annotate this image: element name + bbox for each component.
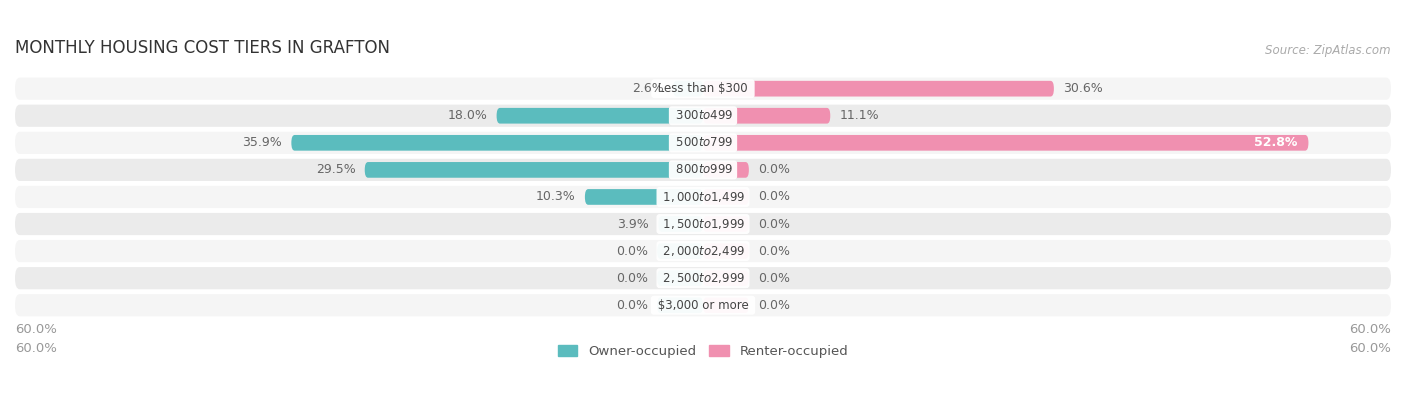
FancyBboxPatch shape xyxy=(703,189,749,205)
Text: 11.1%: 11.1% xyxy=(839,109,879,122)
Text: 60.0%: 60.0% xyxy=(1350,323,1391,336)
FancyBboxPatch shape xyxy=(364,162,703,178)
Text: 0.0%: 0.0% xyxy=(758,190,790,203)
Legend: Owner-occupied, Renter-occupied: Owner-occupied, Renter-occupied xyxy=(553,339,853,364)
FancyBboxPatch shape xyxy=(15,132,1391,154)
Text: 3.9%: 3.9% xyxy=(617,217,650,230)
FancyBboxPatch shape xyxy=(703,162,749,178)
Text: 60.0%: 60.0% xyxy=(15,342,56,355)
Text: 10.3%: 10.3% xyxy=(536,190,575,203)
FancyBboxPatch shape xyxy=(15,159,1391,181)
FancyBboxPatch shape xyxy=(15,105,1391,127)
FancyBboxPatch shape xyxy=(15,267,1391,289)
Text: 0.0%: 0.0% xyxy=(758,299,790,312)
Text: $2,000 to $2,499: $2,000 to $2,499 xyxy=(659,244,747,258)
Text: $1,000 to $1,499: $1,000 to $1,499 xyxy=(659,190,747,204)
Text: $1,500 to $1,999: $1,500 to $1,999 xyxy=(659,217,747,231)
Text: 0.0%: 0.0% xyxy=(616,244,648,258)
Text: 2.6%: 2.6% xyxy=(633,82,664,95)
Text: $800 to $999: $800 to $999 xyxy=(672,164,734,176)
Text: 0.0%: 0.0% xyxy=(616,299,648,312)
Text: MONTHLY HOUSING COST TIERS IN GRAFTON: MONTHLY HOUSING COST TIERS IN GRAFTON xyxy=(15,39,389,57)
FancyBboxPatch shape xyxy=(657,298,703,313)
Text: 0.0%: 0.0% xyxy=(758,164,790,176)
FancyBboxPatch shape xyxy=(657,270,703,286)
FancyBboxPatch shape xyxy=(15,78,1391,100)
FancyBboxPatch shape xyxy=(703,135,1309,151)
Text: 18.0%: 18.0% xyxy=(447,109,488,122)
FancyBboxPatch shape xyxy=(703,108,831,124)
FancyBboxPatch shape xyxy=(703,298,749,313)
Text: $500 to $799: $500 to $799 xyxy=(672,136,734,149)
FancyBboxPatch shape xyxy=(15,186,1391,208)
FancyBboxPatch shape xyxy=(15,294,1391,316)
Text: $2,500 to $2,999: $2,500 to $2,999 xyxy=(659,271,747,285)
Text: $3,000 or more: $3,000 or more xyxy=(654,299,752,312)
Text: 52.8%: 52.8% xyxy=(1254,136,1296,149)
Text: 0.0%: 0.0% xyxy=(616,272,648,285)
FancyBboxPatch shape xyxy=(703,216,749,232)
FancyBboxPatch shape xyxy=(658,216,703,232)
Text: 0.0%: 0.0% xyxy=(758,244,790,258)
Text: 30.6%: 30.6% xyxy=(1063,82,1102,95)
FancyBboxPatch shape xyxy=(703,81,1054,97)
Text: 29.5%: 29.5% xyxy=(316,164,356,176)
FancyBboxPatch shape xyxy=(291,135,703,151)
FancyBboxPatch shape xyxy=(496,108,703,124)
FancyBboxPatch shape xyxy=(703,270,749,286)
Text: 0.0%: 0.0% xyxy=(758,217,790,230)
FancyBboxPatch shape xyxy=(657,243,703,259)
FancyBboxPatch shape xyxy=(15,240,1391,262)
FancyBboxPatch shape xyxy=(703,243,749,259)
FancyBboxPatch shape xyxy=(585,189,703,205)
Text: 35.9%: 35.9% xyxy=(242,136,283,149)
Text: 60.0%: 60.0% xyxy=(15,323,56,336)
Text: 0.0%: 0.0% xyxy=(758,272,790,285)
Text: $300 to $499: $300 to $499 xyxy=(672,109,734,122)
FancyBboxPatch shape xyxy=(15,213,1391,235)
Text: Source: ZipAtlas.com: Source: ZipAtlas.com xyxy=(1265,44,1391,57)
Text: Less than $300: Less than $300 xyxy=(654,82,752,95)
FancyBboxPatch shape xyxy=(673,81,703,97)
Text: 60.0%: 60.0% xyxy=(1350,342,1391,355)
